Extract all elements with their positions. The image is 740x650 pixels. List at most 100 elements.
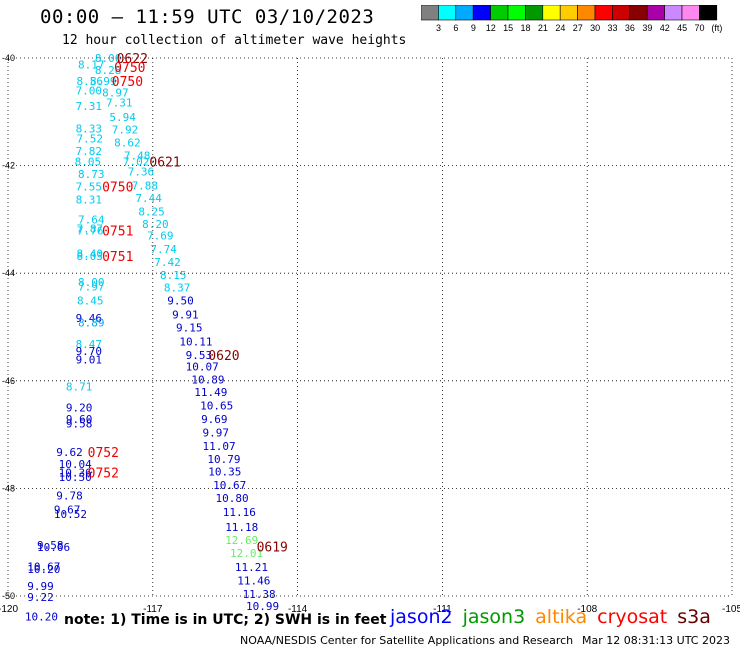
wave-height-value: 9.58: [66, 417, 93, 430]
wave-height-value: 7.31: [76, 100, 103, 113]
wave-height-value: 7.87: [77, 223, 104, 236]
y-tick-label: -44: [2, 268, 15, 278]
wave-height-value: 11.38: [243, 588, 276, 601]
pass-time-label: 0752: [88, 466, 119, 481]
wave-height-value: 9.70: [76, 345, 103, 358]
wave-height-value: 7.52: [77, 133, 104, 146]
legend-label: 12: [486, 23, 496, 33]
wave-height-value: 12.01: [230, 547, 263, 560]
wave-height-value: 8.56: [77, 75, 104, 88]
wave-height-value: 10.20: [25, 610, 58, 623]
satellite-name: altika: [535, 606, 588, 628]
pass-time-label: 0750: [102, 181, 133, 196]
legend-label: 30: [590, 23, 600, 33]
pass-time-label: 0751: [102, 225, 133, 240]
wave-height-value: 10.99: [246, 600, 279, 613]
wave-height-value: 10.36: [59, 466, 92, 479]
x-tick-label: -105: [722, 604, 740, 615]
wave-height-value: 8.47: [76, 338, 103, 351]
wave-height-value: 7.64: [78, 213, 105, 226]
satellite-legend: jason2 jason3 altika cryosat s3a: [390, 606, 721, 628]
wave-height-value: 7.82: [76, 145, 103, 158]
legend-label: 36: [625, 23, 635, 33]
x-tick-label: -117: [143, 604, 163, 615]
wave-height-value: 9.58: [37, 539, 64, 552]
wave-height-value: 10.20: [27, 563, 60, 576]
wave-height-value: 5.94: [109, 111, 136, 124]
wave-height-value: 9.20: [66, 402, 93, 415]
wave-height-value: 10.67: [27, 560, 60, 573]
wave-height-value: 11.46: [237, 574, 270, 587]
wave-height-value: 11.07: [203, 440, 236, 453]
wave-height-value: 8.20: [142, 218, 169, 231]
wave-height-value: 9.53: [186, 349, 213, 362]
wave-height-value: 7.88: [132, 180, 159, 193]
wave-height-value: 7.55: [76, 181, 103, 194]
wave-height-value: 10.35: [208, 466, 241, 479]
wave-height-value: 7.02: [123, 155, 150, 168]
wave-height-value: 10.06: [37, 541, 70, 554]
y-tick-label: -48: [2, 483, 15, 493]
wave-height-value: 9.50: [167, 295, 194, 308]
wave-height-value: 7.69: [147, 230, 174, 243]
wave-height-value: 7.92: [112, 124, 139, 137]
footnote: note: 1) Time is in UTC; 2) SWH is in fe…: [64, 612, 387, 628]
wave-height-value: 8.62: [114, 136, 141, 149]
wave-height-value: 9.15: [176, 322, 203, 335]
wave-height-value: 8.99: [90, 75, 117, 88]
legend-label: 21: [538, 23, 548, 33]
wave-height-value: 9.60: [66, 413, 93, 426]
wave-height-value: 7.97: [78, 281, 105, 294]
wave-height-value: 8.05: [75, 155, 102, 168]
y-tick-label: -42: [2, 161, 15, 171]
wave-height-value: 8.97: [102, 86, 128, 99]
pass-time-label: 0751: [102, 250, 133, 265]
wave-height-value: 10.79: [207, 453, 240, 466]
wave-height-value: 9.69: [201, 413, 228, 426]
wave-height-value: 8.73: [78, 168, 105, 181]
wave-height-value: 8.03: [77, 250, 104, 263]
wave-height-value: 8.71: [66, 381, 93, 394]
wave-height-value: 9.91: [172, 309, 199, 322]
satellite-name: jason3: [462, 606, 526, 628]
legend-label: 33: [608, 23, 618, 33]
wave-height-value: 8.15: [160, 269, 187, 282]
wave-height-value: 9.01: [76, 353, 103, 366]
chart-title: 00:00 — 11:59 UTC 03/10/2023: [40, 6, 375, 28]
legend-label: 42: [660, 23, 670, 33]
pass-time-label: 0621: [149, 155, 180, 170]
wave-height-value: 9.22: [27, 591, 54, 604]
generated-timestamp: Mar 12 08:31:13 UTC 2023: [582, 634, 730, 647]
legend-label: 3: [436, 23, 441, 33]
pass-time-label: 0620: [208, 349, 239, 364]
wave-height-value: 10.65: [200, 400, 233, 413]
wave-height-value: 10.52: [54, 508, 87, 521]
pass-time-label: 0622: [117, 52, 148, 67]
wave-height-value: 7.44: [135, 192, 162, 205]
wave-height-value: 9.67: [54, 503, 81, 516]
legend-label: 6: [453, 23, 458, 33]
wave-height-value: 11.21: [235, 561, 268, 574]
wave-height-value: 7.00: [76, 84, 103, 97]
wave-height-value: 8.89: [78, 317, 105, 330]
pass-time-label: 0752: [88, 446, 119, 461]
x-tick-label: -111: [433, 604, 452, 615]
wave-height-value: 7.74: [150, 243, 177, 256]
wave-height-value: 9.99: [27, 580, 54, 593]
x-tick-label: -114: [288, 604, 308, 615]
legend-label: 24: [555, 23, 565, 33]
legend-label: 18: [521, 23, 531, 33]
legend-label: 15: [503, 23, 513, 33]
wave-height-value: 11.18: [225, 521, 258, 534]
wave-height-value: 11.16: [223, 506, 256, 519]
wave-height-value: 8.37: [164, 282, 191, 295]
wave-height-value: 10.07: [186, 360, 219, 373]
wave-height-value: 10.67: [213, 479, 246, 492]
legend-label: 45: [677, 23, 687, 33]
wave-height-value: 8.17: [78, 58, 105, 71]
wave-height-value: 8.45: [77, 295, 104, 308]
y-tick-label: -40: [2, 53, 15, 63]
y-tick-label: -50: [2, 591, 15, 601]
wave-height-value: 9.78: [56, 489, 82, 502]
